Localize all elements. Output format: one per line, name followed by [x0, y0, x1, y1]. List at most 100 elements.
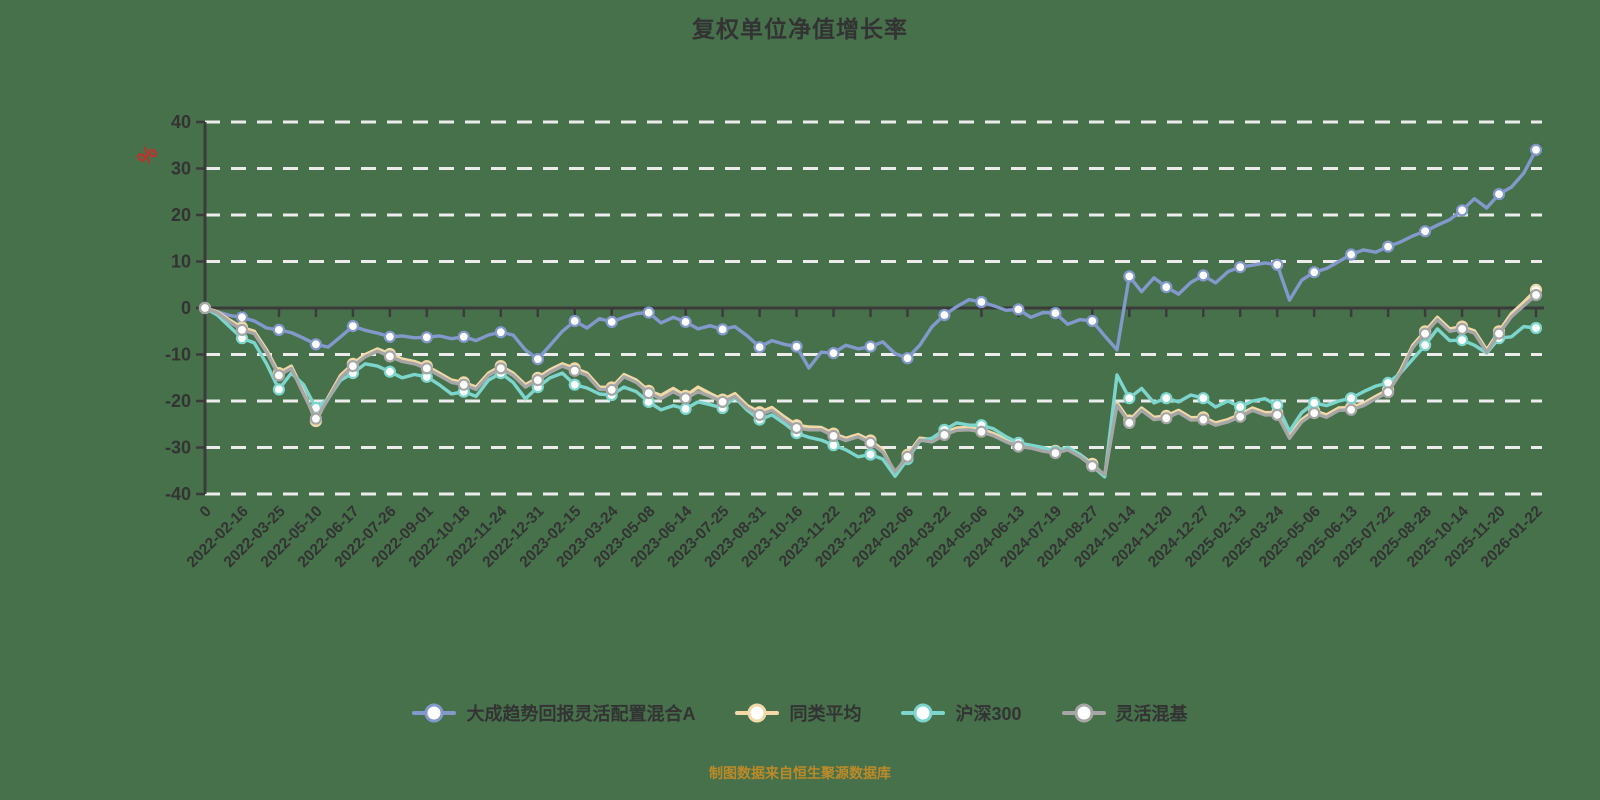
- legend-label: 沪深300: [955, 704, 1022, 724]
- data-point-marker: [494, 326, 507, 339]
- data-point-marker: [457, 378, 470, 391]
- data-point-marker: [1529, 321, 1543, 335]
- legend-marker-icon: [1061, 703, 1106, 723]
- data-point-marker: [827, 429, 840, 442]
- data-point-marker: [531, 353, 544, 366]
- data-point-marker: [753, 341, 766, 354]
- data-point-marker: [1012, 440, 1025, 453]
- data-point-marker: [1529, 288, 1543, 302]
- data-point-marker: [457, 330, 470, 343]
- data-point-marker: [975, 295, 988, 309]
- data-point-marker: [568, 314, 581, 328]
- data-point-marker: [1086, 460, 1099, 473]
- data-point-marker: [827, 347, 840, 360]
- data-point-marker: [1308, 396, 1321, 409]
- data-point-marker: [568, 378, 581, 391]
- data-point-marker: [272, 369, 285, 382]
- data-point-marker: [1234, 410, 1247, 423]
- legend-item-0[interactable]: 大成趋势回报灵活配置混合A: [412, 700, 695, 726]
- data-point-marker: [1271, 258, 1284, 271]
- data-point-marker: [605, 383, 618, 396]
- data-point-marker: [198, 301, 212, 315]
- data-point-marker: [1344, 248, 1358, 261]
- data-point-marker: [494, 362, 507, 375]
- legend-item-3[interactable]: 灵活混基: [1061, 700, 1188, 726]
- data-point-marker: [1381, 240, 1395, 253]
- data-point-marker: [531, 374, 544, 387]
- data-point-marker: [1455, 204, 1469, 217]
- legend-marker-icon: [901, 703, 946, 723]
- data-point-marker: [568, 364, 581, 377]
- data-point-marker: [1160, 412, 1173, 425]
- data-point-marker: [272, 323, 285, 336]
- data-point-marker: [864, 436, 877, 449]
- data-point-marker: [753, 408, 766, 421]
- data-point-marker: [864, 448, 877, 461]
- data-point-marker: [1012, 303, 1025, 316]
- data-point-marker: [1160, 281, 1173, 294]
- data-point-marker: [1271, 399, 1284, 412]
- data-point-marker: [1529, 143, 1543, 156]
- data-point-marker: [1455, 334, 1469, 347]
- data-point-marker: [383, 330, 396, 343]
- data-point-marker: [235, 311, 249, 324]
- chart-title: 复权单位净值增长率: [692, 16, 908, 42]
- data-point-marker: [938, 428, 951, 441]
- y-axis-tick-label: -20: [165, 391, 191, 411]
- data-point-marker: [901, 450, 914, 463]
- data-point-marker: [309, 338, 322, 351]
- y-axis-unit-percent: %: [133, 141, 163, 170]
- y-axis-tick-label: 10: [171, 252, 191, 272]
- y-axis-tick-label: -10: [165, 345, 191, 365]
- data-point-marker: [605, 315, 618, 328]
- data-point-marker: [1197, 392, 1210, 405]
- data-point-marker: [790, 340, 803, 353]
- data-point-marker: [1418, 225, 1432, 238]
- data-point-marker: [716, 323, 729, 336]
- data-point-marker: [1271, 408, 1284, 421]
- data-point-marker: [864, 340, 877, 353]
- y-axis-tick-label: 20: [171, 205, 191, 225]
- data-point-marker: [1308, 407, 1321, 420]
- y-axis-tick-label: 0: [181, 298, 191, 318]
- data-point-marker: [1418, 339, 1432, 352]
- data-point-marker: [309, 412, 322, 425]
- data-point-marker: [1344, 392, 1358, 405]
- data-point-marker: [383, 350, 396, 363]
- data-point-marker: [679, 402, 692, 415]
- legend-marker-icon: [735, 703, 780, 723]
- data-point-marker: [901, 352, 914, 365]
- data-point-marker: [1049, 447, 1062, 460]
- data-point-marker: [716, 395, 729, 408]
- data-point-marker: [420, 331, 433, 344]
- data-point-marker: [1123, 416, 1136, 429]
- legend-label: 大成趋势回报灵活配置混合A: [466, 704, 696, 724]
- data-point-marker: [346, 320, 359, 333]
- data-point-marker: [1308, 266, 1321, 279]
- data-point-marker: [1344, 403, 1358, 416]
- data-point-marker: [1123, 392, 1136, 405]
- data-point-marker: [235, 323, 249, 336]
- legend-label: 同类平均: [789, 704, 862, 724]
- data-point-marker: [1160, 392, 1173, 405]
- legend-marker-icon: [412, 703, 457, 723]
- data-point-marker: [1197, 413, 1210, 426]
- y-axis-tick-label: 40: [171, 112, 191, 132]
- data-point-marker: [420, 362, 433, 375]
- data-point-marker: [1492, 327, 1506, 340]
- data-point-marker: [1123, 270, 1136, 283]
- data-point-marker: [1086, 314, 1099, 328]
- data-point-marker: [1381, 386, 1395, 399]
- y-axis-tick-label: 30: [171, 159, 191, 179]
- legend-item-1[interactable]: 同类平均: [735, 700, 861, 726]
- data-point-marker: [679, 315, 692, 328]
- legend-dot-icon: [424, 703, 444, 723]
- legend-dot-icon: [747, 703, 767, 723]
- legend-item-2[interactable]: 沪深300: [901, 700, 1022, 726]
- data-point-marker: [938, 308, 951, 322]
- data-point-marker: [1234, 400, 1247, 414]
- y-axis-tick-label: -30: [165, 438, 191, 458]
- data-point-marker: [642, 387, 655, 400]
